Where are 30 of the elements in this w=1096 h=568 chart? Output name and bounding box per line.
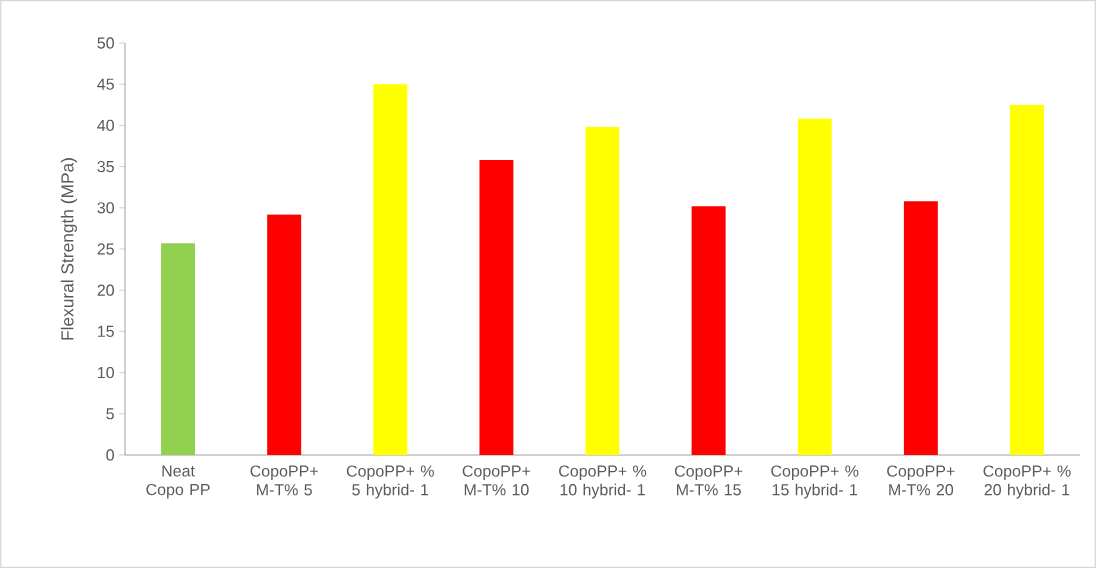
x-tick-label: CopoPP+ M-T% 5 [250, 465, 318, 496]
x-tick-label: CopoPP+ M-T% 20 [887, 465, 955, 496]
bar [797, 118, 832, 455]
bar [691, 206, 726, 455]
y-tick-label: 20 [97, 284, 114, 296]
bar [585, 127, 620, 455]
x-tick-label: CopoPP+ % 15 hybrid- 1 [771, 465, 859, 499]
y-tick-label: 15 [98, 325, 114, 337]
x-tick-label: CopoPP+ M-T% 15 [674, 465, 743, 496]
y-tick-label: 45 [97, 78, 114, 90]
bar [479, 160, 514, 455]
x-tick-label: CopoPP+ % 20 hybrid- 1 [983, 465, 1071, 499]
bar [903, 201, 938, 455]
y-axis-title: Flexural Strength (MPa) [60, 158, 77, 340]
y-tick-label: 30 [97, 202, 114, 214]
y-tick-label: 40 [97, 119, 114, 132]
bar [373, 84, 408, 455]
bar [161, 243, 196, 455]
y-tick-label: 0 [106, 449, 114, 461]
x-tick-label: CopoPP+ M-T% 10 [462, 465, 531, 496]
x-tick-label: Neat Copo PP [146, 465, 210, 499]
bar [267, 214, 302, 455]
y-tick-label: 25 [97, 243, 114, 255]
x-tick-label: CopoPP+ % 5 hybrid- 1 [346, 465, 434, 499]
bar [1009, 104, 1044, 455]
y-tick-label: 5 [106, 408, 114, 420]
x-tick-label: CopoPP+ % 10 hybrid- 1 [559, 465, 647, 499]
y-tick-label: 35 [97, 160, 114, 173]
y-tick-label: 10 [98, 366, 114, 379]
y-tick-label: 50 [97, 37, 114, 49]
